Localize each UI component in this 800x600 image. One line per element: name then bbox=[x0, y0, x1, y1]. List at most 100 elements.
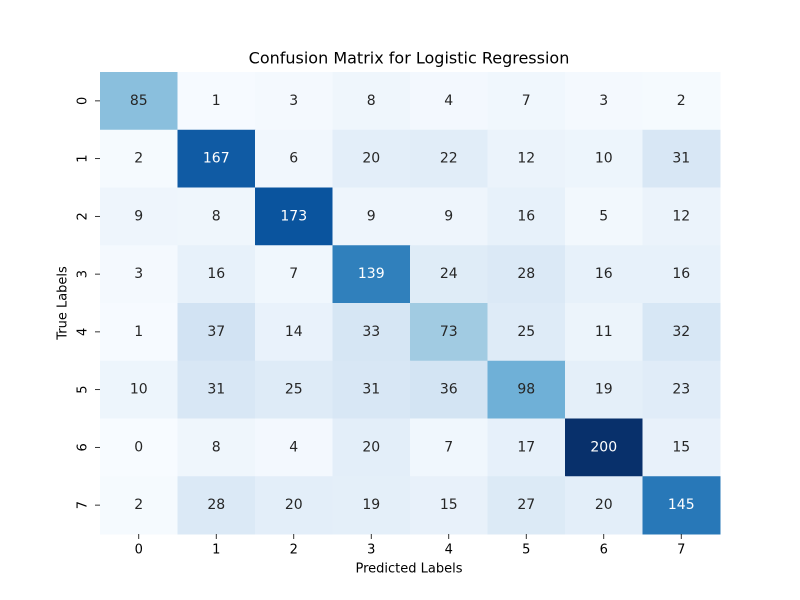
chart-title: Confusion Matrix for Logistic Regression bbox=[249, 49, 570, 68]
cell-value-label: 7 bbox=[522, 93, 531, 109]
cell-value-label: 36 bbox=[440, 382, 458, 398]
cell-value-label: 200 bbox=[590, 439, 617, 455]
heatmap-cell bbox=[487, 245, 566, 304]
cell-value-label: 15 bbox=[672, 439, 690, 455]
heatmap-cell bbox=[177, 418, 256, 477]
heatmap-cell bbox=[565, 129, 643, 188]
cell-value-label: 1 bbox=[212, 93, 221, 109]
heatmap-cell bbox=[100, 245, 178, 304]
heatmap-cell bbox=[255, 72, 333, 131]
cell-value-label: 173 bbox=[280, 208, 307, 224]
heatmap-cell bbox=[332, 418, 411, 477]
heatmap-cell bbox=[177, 303, 256, 362]
y-tick-label: 3 bbox=[76, 270, 91, 278]
cell-value-label: 2 bbox=[134, 151, 143, 167]
cell-value-label: 16 bbox=[517, 208, 535, 224]
x-tick-label: 6 bbox=[600, 543, 608, 558]
heatmap-cell bbox=[410, 476, 488, 535]
cell-value-label: 28 bbox=[517, 266, 535, 282]
heatmap-cell bbox=[100, 187, 178, 246]
cell-value-label: 6 bbox=[289, 151, 298, 167]
cell-value-label: 5 bbox=[599, 208, 608, 224]
x-axis-ticks: 0 1 2 3 4 5 6 7 bbox=[135, 534, 685, 558]
cell-value-label: 37 bbox=[207, 324, 225, 340]
heatmap-cell bbox=[487, 72, 566, 131]
heatmap-cell bbox=[100, 129, 178, 188]
heatmap-cell bbox=[255, 245, 333, 304]
y-tick-label: 1 bbox=[76, 154, 91, 162]
y-tick-label: 4 bbox=[76, 328, 91, 336]
heatmap-cell bbox=[100, 72, 178, 131]
y-tick-label: 7 bbox=[76, 501, 91, 509]
heatmap-cell bbox=[100, 476, 178, 535]
cell-value-label: 16 bbox=[672, 266, 690, 282]
heatmap-cell bbox=[565, 418, 643, 477]
heatmap-cell bbox=[255, 303, 333, 362]
heatmap-cell bbox=[487, 360, 566, 419]
x-tick-label: 1 bbox=[212, 543, 220, 558]
heatmap-cell bbox=[100, 418, 178, 477]
heatmap-cell bbox=[565, 72, 643, 131]
heatmap-cell bbox=[177, 187, 256, 246]
cell-value-label: 9 bbox=[444, 208, 453, 224]
heatmap-cell bbox=[487, 187, 566, 246]
heatmap-cell bbox=[565, 245, 643, 304]
heatmap-cell bbox=[487, 303, 566, 362]
heatmap-cell bbox=[100, 303, 178, 362]
cell-value-label: 28 bbox=[207, 497, 225, 513]
cell-value-label: 15 bbox=[440, 497, 458, 513]
cell-value-label: 11 bbox=[595, 324, 613, 340]
heatmap-cell bbox=[642, 245, 721, 304]
cell-value-label: 8 bbox=[367, 93, 376, 109]
heatmap-cell bbox=[565, 303, 643, 362]
heatmap-cell bbox=[642, 303, 721, 362]
cell-value-label: 17 bbox=[517, 439, 535, 455]
cell-value-label: 24 bbox=[440, 266, 458, 282]
heatmap-cell bbox=[255, 360, 333, 419]
y-tick-label: 2 bbox=[76, 212, 91, 220]
cell-value-label: 31 bbox=[362, 382, 380, 398]
x-tick-label: 5 bbox=[522, 543, 530, 558]
cell-value-label: 27 bbox=[517, 497, 535, 513]
heatmap-cell bbox=[642, 187, 721, 246]
cell-value-label: 8 bbox=[212, 208, 221, 224]
heatmap-cell bbox=[100, 360, 178, 419]
cell-value-label: 167 bbox=[203, 151, 230, 167]
cell-value-label: 3 bbox=[599, 93, 608, 109]
cell-value-label: 73 bbox=[440, 324, 458, 340]
heatmap-cell bbox=[332, 245, 411, 304]
cell-value-label: 31 bbox=[207, 382, 225, 398]
cell-value-label: 12 bbox=[517, 151, 535, 167]
heatmap-cell bbox=[255, 187, 333, 246]
heatmap-cell bbox=[332, 187, 411, 246]
x-tick-label: 0 bbox=[135, 543, 143, 558]
heatmap-cell bbox=[565, 187, 643, 246]
cell-value-label: 31 bbox=[672, 151, 690, 167]
cell-value-label: 3 bbox=[289, 93, 298, 109]
x-tick-label: 3 bbox=[367, 543, 375, 558]
cell-value-label: 20 bbox=[362, 151, 380, 167]
y-tick-label: 5 bbox=[76, 385, 91, 393]
cell-value-label: 22 bbox=[440, 151, 458, 167]
cell-value-label: 2 bbox=[134, 497, 143, 513]
y-axis-label: True Labels bbox=[56, 266, 71, 341]
heatmap-cell bbox=[255, 129, 333, 188]
heatmap-cell bbox=[642, 476, 721, 535]
heatmap-cell bbox=[177, 72, 256, 131]
heatmap-cell bbox=[642, 360, 721, 419]
heatmap-cell bbox=[565, 476, 643, 535]
cell-value-label: 7 bbox=[289, 266, 298, 282]
x-tick-label: 7 bbox=[677, 543, 685, 558]
heatmap-cell bbox=[410, 187, 488, 246]
heatmap-cell bbox=[410, 72, 488, 131]
cell-value-label: 7 bbox=[444, 439, 453, 455]
cell-value-label: 0 bbox=[134, 439, 143, 455]
heatmap-cell bbox=[255, 476, 333, 535]
y-axis-ticks: 0 1 2 3 4 5 6 7 bbox=[76, 97, 100, 509]
heatmap-cell bbox=[177, 360, 256, 419]
heatmap-cell bbox=[332, 303, 411, 362]
cell-value-label: 139 bbox=[358, 266, 385, 282]
cell-value-label: 10 bbox=[130, 382, 148, 398]
heatmap-cell bbox=[487, 476, 566, 535]
cell-value-label: 8 bbox=[212, 439, 221, 455]
